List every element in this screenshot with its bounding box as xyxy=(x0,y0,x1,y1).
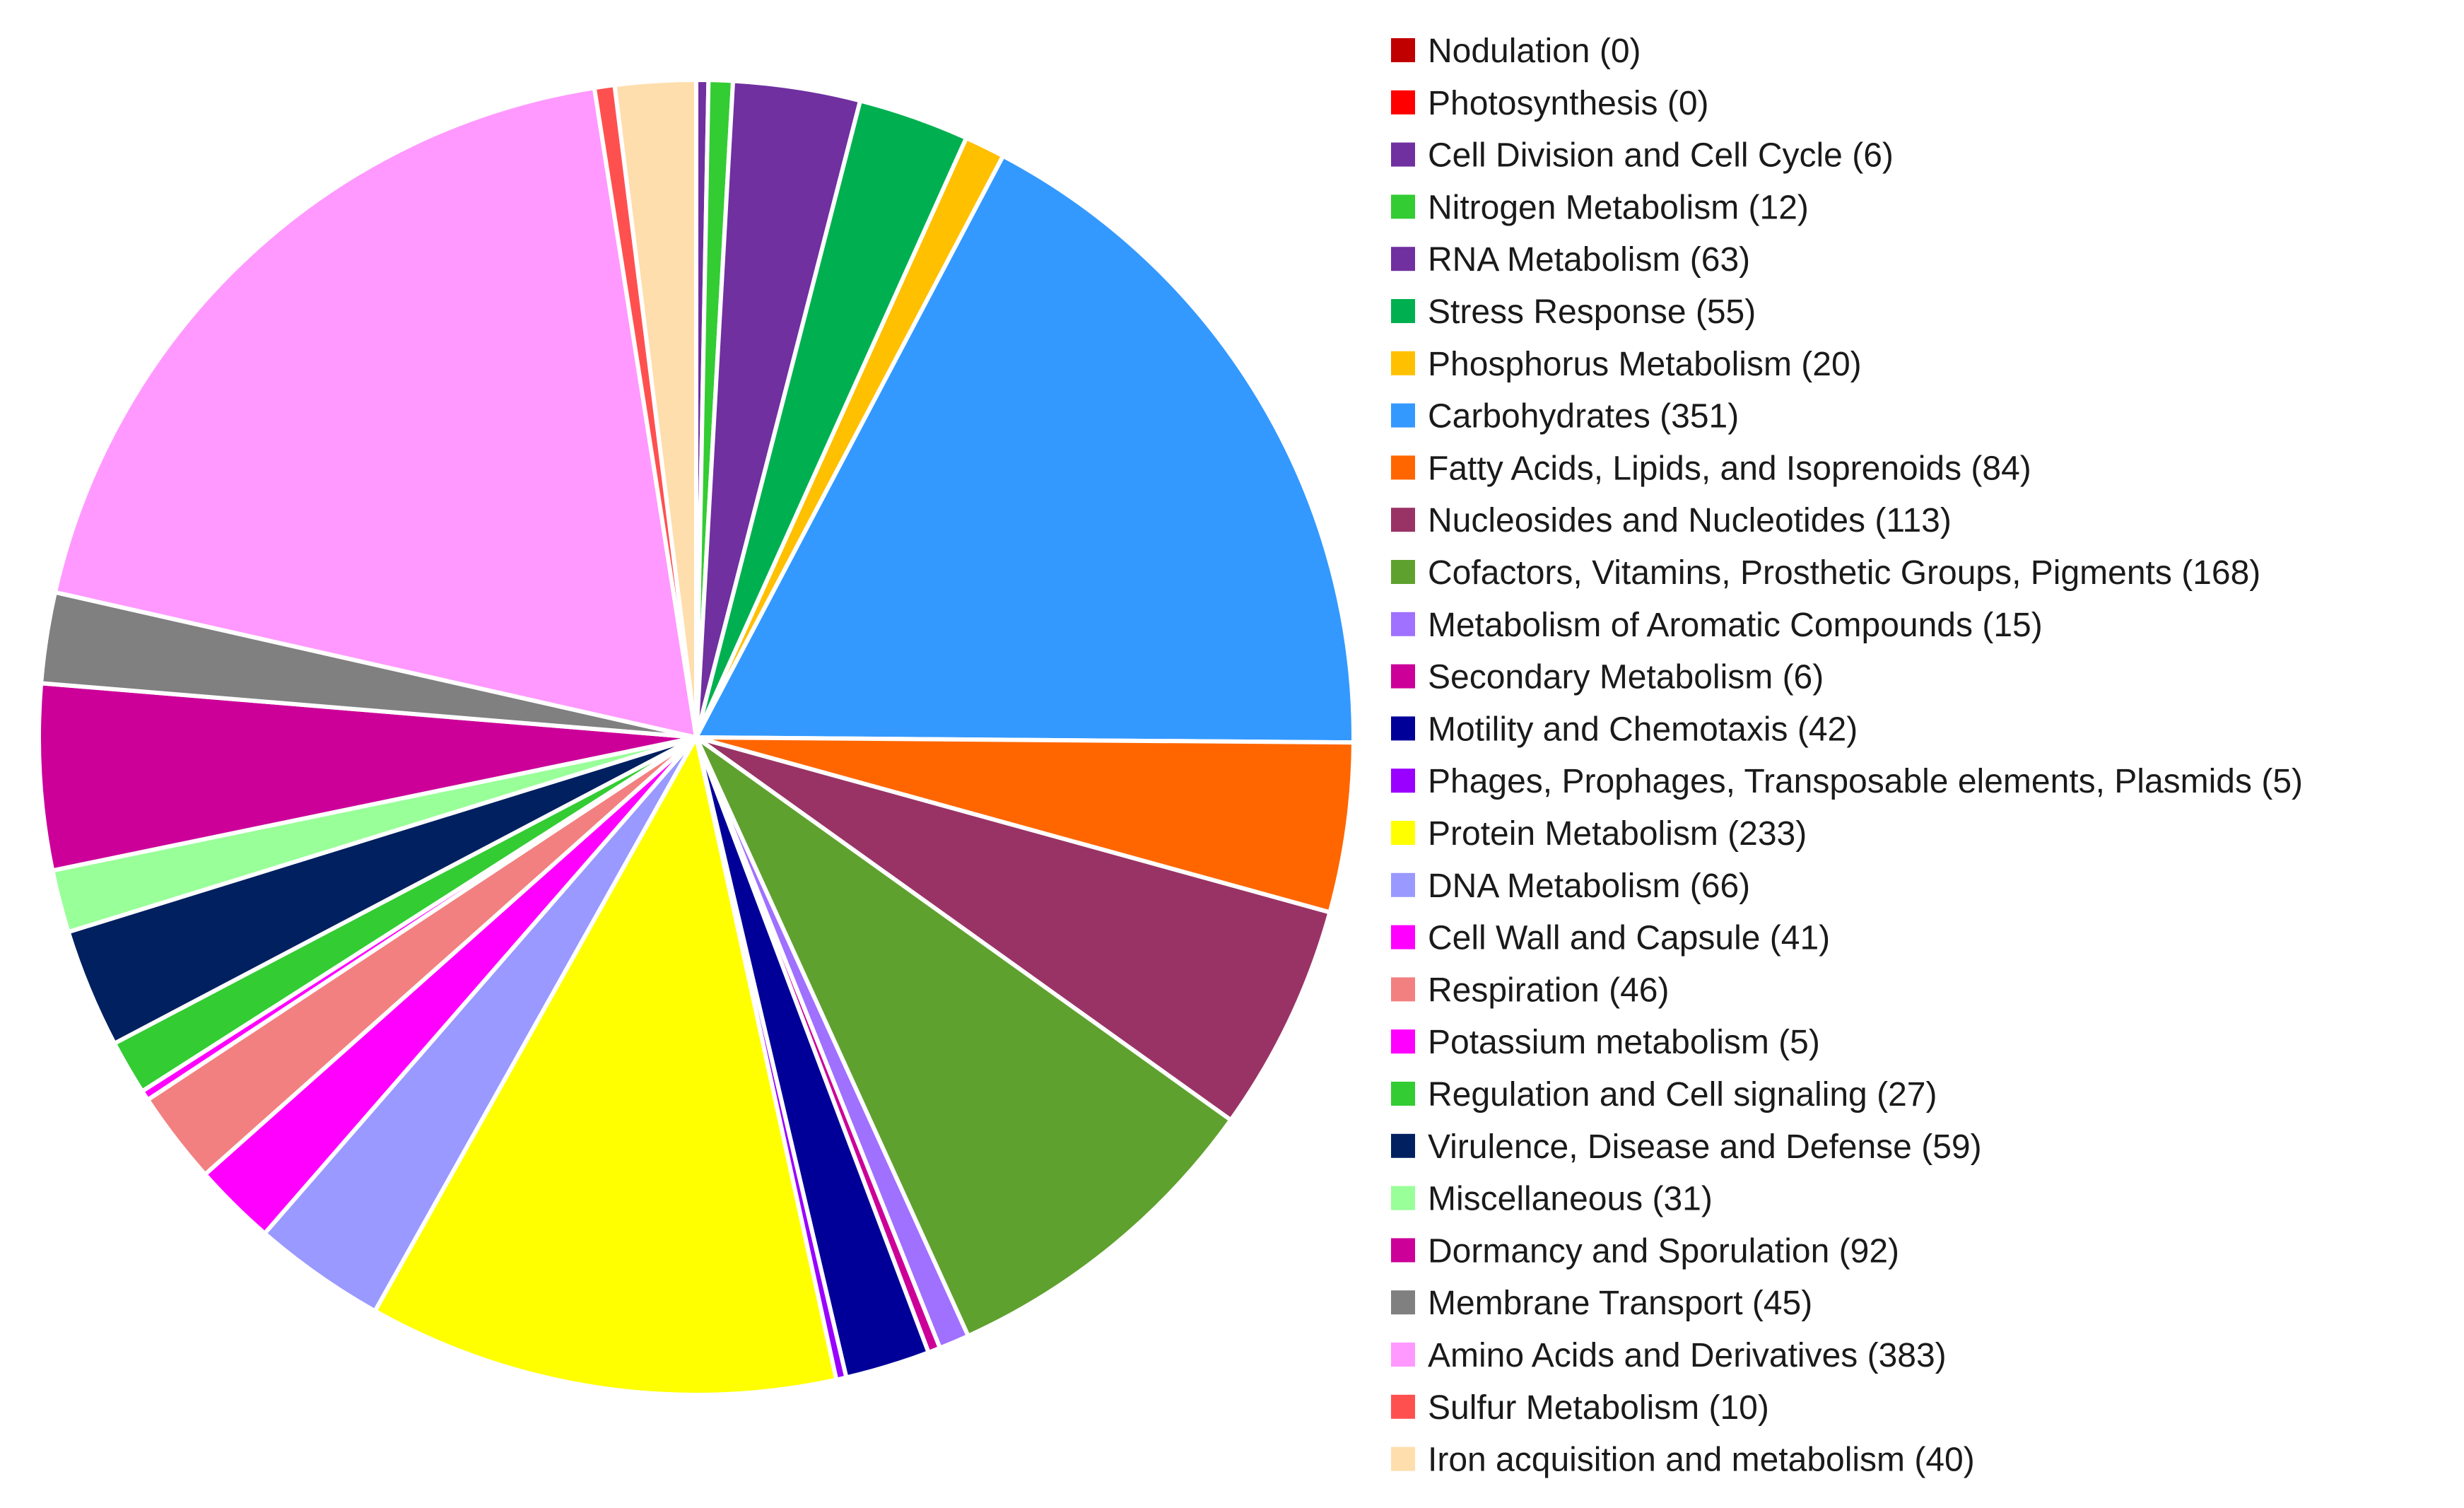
pie-slice-27 xyxy=(612,78,698,740)
legend-label: Amino Acids and Derivatives (383) xyxy=(1428,1337,1947,1374)
legend-label: Potassium metabolism (5) xyxy=(1428,1024,1820,1061)
legend-label: Metabolism of Aromatic Compounds (15) xyxy=(1428,607,2043,644)
legend-item: Cell Wall and Capsule (41) xyxy=(1391,920,1830,957)
pie-slice-7 xyxy=(694,153,1356,745)
legend-swatch xyxy=(1391,1343,1415,1367)
legend-item: Phages, Prophages, Transposable elements… xyxy=(1391,763,2303,800)
legend-swatch xyxy=(1391,1446,1415,1471)
legend-label: Respiration (46) xyxy=(1428,971,1669,1009)
legend-swatch xyxy=(1391,1186,1415,1210)
legend-item: Cell Division and Cell Cycle (6) xyxy=(1391,137,1894,175)
legend-label: Stress Response (55) xyxy=(1428,293,1756,331)
legend-item: Potassium metabolism (5) xyxy=(1391,1024,1820,1061)
legend-swatch xyxy=(1391,1133,1415,1158)
legend-swatch xyxy=(1391,351,1415,375)
legend-swatch xyxy=(1391,508,1415,532)
legend-label: Membrane Transport (45) xyxy=(1428,1285,1812,1322)
legend-item: Membrane Transport (45) xyxy=(1391,1285,1812,1322)
pie-slices xyxy=(37,77,1356,1397)
legend-swatch xyxy=(1391,1394,1415,1419)
legend-item: Nitrogen Metabolism (12) xyxy=(1391,189,1809,226)
legend-label: Nucleosides and Nucleotides (113) xyxy=(1428,502,1952,539)
legend-swatch xyxy=(1391,38,1415,62)
legend-label: Nodulation (0) xyxy=(1428,33,1641,70)
legend-label: Photosynthesis (0) xyxy=(1428,85,1709,122)
legend-item: Dormancy and Sporulation (92) xyxy=(1391,1232,1899,1270)
legend-swatch xyxy=(1391,768,1415,793)
legend-label: Cell Division and Cell Cycle (6) xyxy=(1428,137,1894,175)
legend-swatch xyxy=(1391,403,1415,428)
pie-slice-10 xyxy=(694,735,1233,1338)
legend-label: Dormancy and Sporulation (92) xyxy=(1428,1232,1899,1270)
legend-label: Phosphorus Metabolism (20) xyxy=(1428,346,1862,383)
legend-item: Photosynthesis (0) xyxy=(1391,85,1709,122)
legend-label: Virulence, Disease and Defense (59) xyxy=(1428,1128,1982,1166)
legend-label: Regulation and Cell signaling (27) xyxy=(1428,1076,1937,1114)
legend-swatch xyxy=(1391,455,1415,480)
legend-swatch xyxy=(1391,821,1415,845)
legend-label: Cofactors, Vitamins, Prosthetic Groups, … xyxy=(1428,554,2260,592)
legend-swatch xyxy=(1391,90,1415,115)
legend-label: DNA Metabolism (66) xyxy=(1428,867,1750,905)
legend-item: Regulation and Cell signaling (27) xyxy=(1391,1076,1937,1114)
legend-label: Motility and Chemotaxis (42) xyxy=(1428,711,1858,748)
legend-item: Miscellaneous (31) xyxy=(1391,1181,1713,1218)
legend-label: Miscellaneous (31) xyxy=(1428,1181,1713,1218)
legend: Nodulation (0) Photosynthesis (0) Cell Div… xyxy=(1391,33,2303,1479)
legend-swatch xyxy=(1391,716,1415,741)
legend-label: Protein Metabolism (233) xyxy=(1428,815,1807,853)
legend-swatch xyxy=(1391,299,1415,323)
legend-item: Iron acquisition and metabolism (40) xyxy=(1391,1442,1975,1479)
legend-item: Secondary Metabolism (6) xyxy=(1391,659,1824,696)
legend-item: Stress Response (55) xyxy=(1391,293,1756,331)
legend-item: Carbohydrates (351) xyxy=(1391,398,1739,436)
legend-swatch xyxy=(1391,1082,1415,1106)
legend-swatch xyxy=(1391,1029,1415,1054)
legend-swatch xyxy=(1391,872,1415,897)
legend-swatch xyxy=(1391,194,1415,219)
legend-item: RNA Metabolism (63) xyxy=(1391,241,1750,279)
legend-swatch xyxy=(1391,1238,1415,1263)
legend-swatch xyxy=(1391,142,1415,167)
legend-item: Amino Acids and Derivatives (383) xyxy=(1391,1337,1947,1374)
legend-item: Protein Metabolism (233) xyxy=(1391,815,1807,853)
legend-item: Virulence, Disease and Defense (59) xyxy=(1391,1128,1982,1166)
legend-label: Secondary Metabolism (6) xyxy=(1428,659,1824,696)
legend-item: Motility and Chemotaxis (42) xyxy=(1391,711,1858,748)
legend-item: Respiration (46) xyxy=(1391,971,1669,1009)
legend-item: Nodulation (0) xyxy=(1391,33,1641,70)
legend-item: DNA Metabolism (66) xyxy=(1391,867,1750,905)
legend-item: Phosphorus Metabolism (20) xyxy=(1391,346,1862,383)
legend-label: Iron acquisition and metabolism (40) xyxy=(1428,1442,1975,1479)
legend-label: Phages, Prophages, Transposable elements… xyxy=(1428,763,2303,800)
legend-label: Carbohydrates (351) xyxy=(1428,398,1739,436)
legend-item: Nucleosides and Nucleotides (113) xyxy=(1391,502,1952,539)
pie-slice-9 xyxy=(694,735,1332,1123)
legend-label: RNA Metabolism (63) xyxy=(1428,241,1750,279)
legend-swatch xyxy=(1391,560,1415,584)
pie-slice-23 xyxy=(37,681,698,873)
legend-label: Nitrogen Metabolism (12) xyxy=(1428,189,1809,226)
legend-item: Cofactors, Vitamins, Prosthetic Groups, … xyxy=(1391,554,2260,592)
legend-swatch xyxy=(1391,664,1415,689)
legend-label: Sulfur Metabolism (10) xyxy=(1428,1389,1769,1427)
legend-swatch xyxy=(1391,977,1415,1002)
legend-item: Fatty Acids, Lipids, and Isoprenoids (84… xyxy=(1391,450,2031,487)
legend-item: Metabolism of Aromatic Compounds (15) xyxy=(1391,607,2043,644)
legend-swatch xyxy=(1391,1290,1415,1315)
legend-swatch xyxy=(1391,247,1415,271)
legend-swatch xyxy=(1391,925,1415,949)
legend-swatch xyxy=(1391,612,1415,636)
legend-item: Sulfur Metabolism (10) xyxy=(1391,1389,1769,1427)
legend-label: Cell Wall and Capsule (41) xyxy=(1428,920,1830,957)
pie-slice-25 xyxy=(52,86,698,740)
legend-label: Fatty Acids, Lipids, and Isoprenoids (84… xyxy=(1428,450,2031,487)
pie-slice-15 xyxy=(372,735,839,1397)
